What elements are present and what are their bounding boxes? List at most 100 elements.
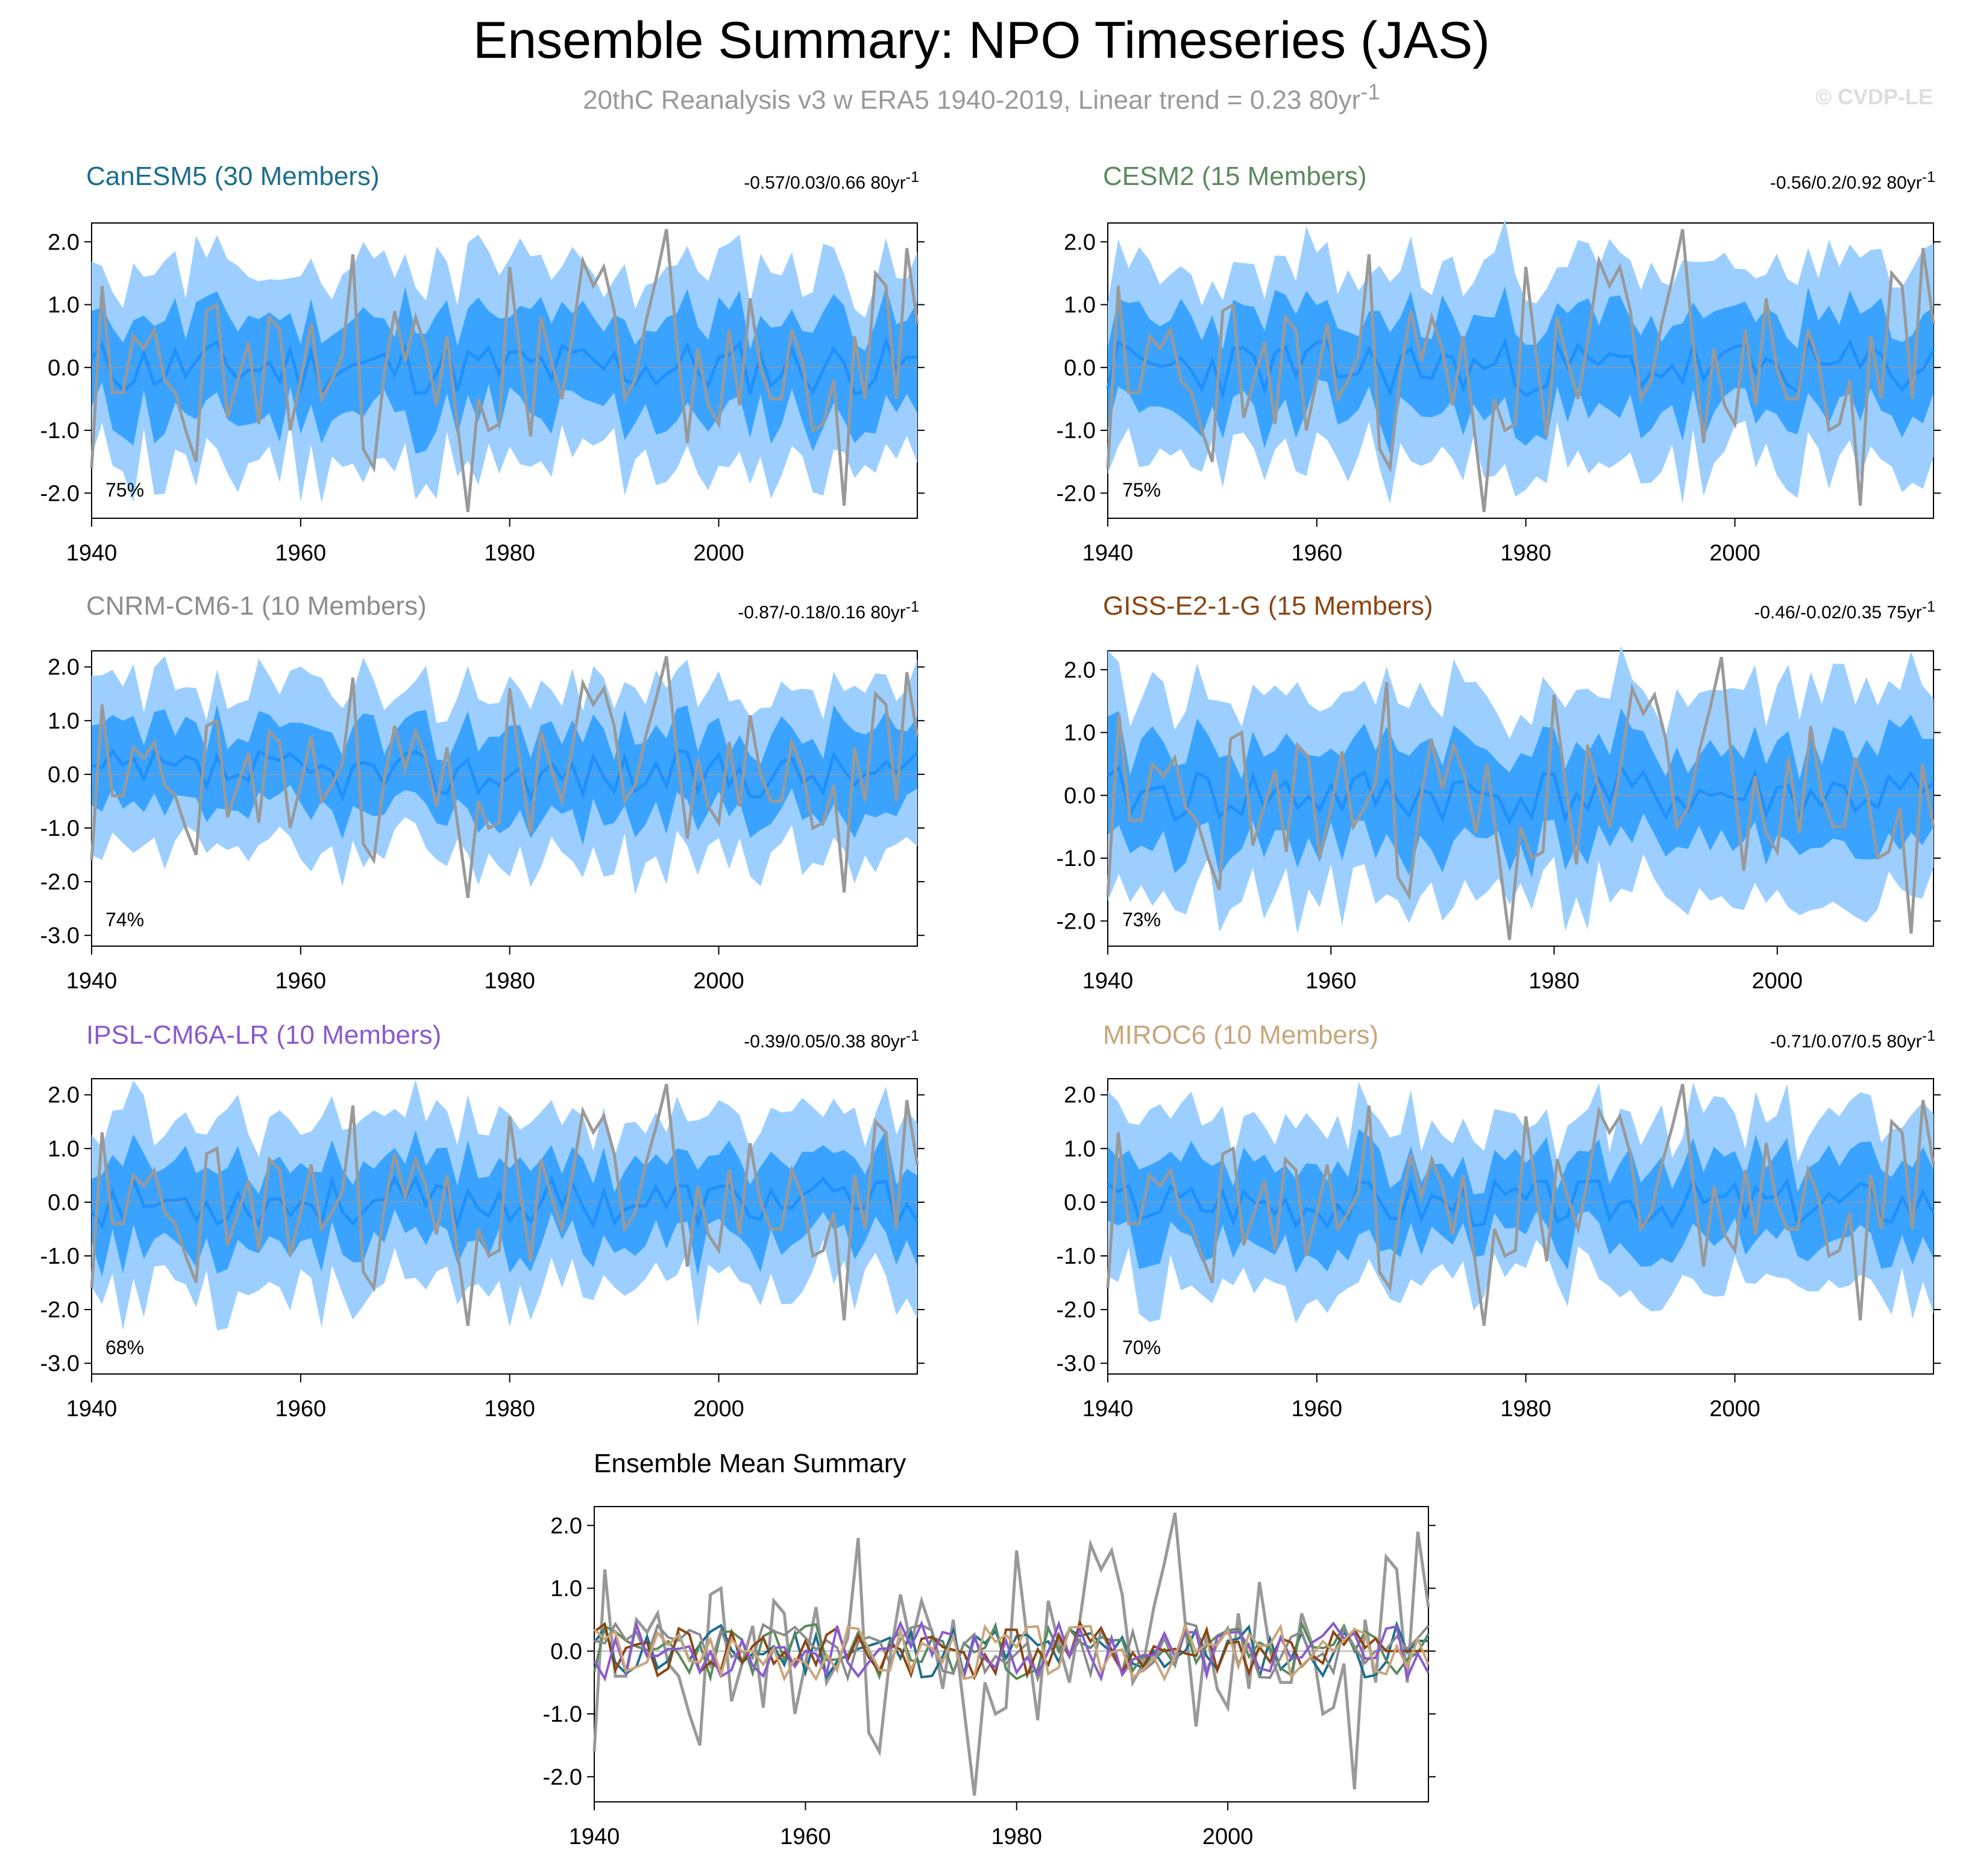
subtitle-superscript: -1 [1360, 80, 1380, 104]
range-text: -0.56/0.2/0.92 80yr [1770, 173, 1922, 193]
panel-1-observed-line [1106, 228, 1935, 512]
panel-range-cnrm: -0.87/-0.18/0.16 80yr-1 [645, 598, 919, 623]
ensemble-mean-panel-xtick-label: 1960 [780, 1824, 831, 1849]
panel-0-observed-line [90, 228, 919, 512]
panel-5-xtick-label: 1940 [1082, 1396, 1134, 1422]
panel-title-cesm2: CESM2 (15 Members) [1103, 162, 1367, 191]
panel-5-ytick-label: -1.0 [1057, 1244, 1096, 1269]
panel-4-ytick-label: -1.0 [40, 1244, 80, 1269]
panel-4-ytick-label: -2.0 [40, 1297, 80, 1323]
panel-2-observed-line [90, 656, 919, 899]
panel-3-ytick-label: -1.0 [1057, 846, 1096, 871]
panel-3-spread-inner [1108, 707, 1933, 878]
panel-3-xtick-label: 1960 [1305, 968, 1357, 994]
ensemble-mean-panel-ytick-label: -2.0 [543, 1765, 582, 1790]
panel-0-xtick-label: 1980 [484, 541, 535, 566]
figure-subtitle: 20thC Reanalysis v3 w ERA5 1940-2019, Li… [0, 80, 1963, 116]
panel-3-xtick-label: 2000 [1752, 968, 1803, 994]
panel-2-ytick-label: 2.0 [48, 655, 80, 680]
panel-percent-ipsl: 68% [105, 1337, 145, 1358]
range-superscript: -1 [905, 1027, 919, 1044]
panel-4-observed-line [90, 1084, 919, 1326]
ensemble-mean-panel-ytick-label: 1.0 [550, 1576, 582, 1602]
panel-5-xtick-label: 1960 [1292, 1396, 1343, 1422]
range-text: -0.57/0.03/0.66 80yr [744, 173, 906, 193]
panel-4-ytick-label: 2.0 [48, 1083, 80, 1108]
panel-2-xtick-label: 1980 [484, 968, 535, 994]
panel-range-cesm2: -0.56/0.2/0.92 80yr-1 [1661, 169, 1935, 193]
range-superscript: -1 [1921, 598, 1935, 615]
panel-4-ensemble-mean-line [90, 1175, 919, 1231]
ensemble-mean-panel-xtick-label: 1940 [569, 1824, 620, 1849]
panel-percent-cnrm: 74% [105, 909, 145, 930]
panel-0-ytick-label: 2.0 [48, 230, 80, 255]
panel-percent-cesm2: 75% [1122, 479, 1161, 501]
panel-0-xtick-label: 2000 [693, 541, 744, 566]
ensemble-mean-panel-plot-frame [594, 1506, 1429, 1802]
panel-3-xtick-label: 1940 [1082, 968, 1134, 994]
panel-range-canesm5: -0.57/0.03/0.66 80yr-1 [645, 169, 919, 193]
ensemble-mean-panel-ytick-label: 0.0 [550, 1639, 582, 1664]
figure-title: Ensemble Summary: NPO Timeseries (JAS) [473, 11, 1490, 69]
ensemble-mean-panel-xtick-label: 1980 [991, 1824, 1042, 1849]
range-superscript: -1 [905, 169, 919, 186]
ensemble-mean-panel-model-mean-line-4 [593, 1620, 1430, 1682]
panel-4-xtick-label: 1980 [484, 1396, 535, 1422]
range-text: -0.39/0.05/0.38 80yr [744, 1032, 906, 1052]
cvdp-credit: © CVDP-LE [1815, 84, 1933, 109]
subtitle-text: 20thC Reanalysis v3 w ERA5 1940-2019, Li… [583, 85, 1361, 115]
panel-3-ytick-label: 2.0 [1064, 657, 1096, 683]
panel-2-ytick-label: -3.0 [40, 923, 80, 949]
panel-1-ytick-label: 2.0 [1064, 230, 1096, 255]
panel-2-spread-inner [92, 704, 917, 846]
panel-5-ytick-label: 1.0 [1064, 1137, 1096, 1162]
panel-5-observed-line [1106, 1084, 1935, 1326]
panel-5-ytick-label: -2.0 [1057, 1297, 1096, 1323]
ensemble-mean-panel-model-mean-line-0 [593, 1620, 1429, 1680]
panel-3-xtick-label: 1980 [1528, 968, 1580, 994]
ensemble-mean-panel-ytick-label: 2.0 [550, 1513, 582, 1539]
range-superscript: -1 [1921, 169, 1935, 186]
ensemble-mean-panel-model-mean-line-5 [593, 1622, 1430, 1682]
panel-1-xtick-label: 1960 [1292, 541, 1343, 566]
panel-5-xtick-label: 2000 [1709, 1396, 1760, 1422]
panel-1-ensemble-mean-line [1106, 334, 1935, 400]
panel-5-ytick-label: 0.0 [1064, 1190, 1096, 1216]
panel-title-ipsl: IPSL-CM6A-LR (10 Members) [86, 1020, 442, 1050]
panel-0-ytick-label: -1.0 [40, 418, 80, 444]
panel-percent-giss: 73% [1122, 909, 1161, 930]
range-text: -0.46/-0.02/0.35 75yr [1754, 603, 1922, 623]
panel-percent-miroc6: 70% [1122, 1337, 1161, 1358]
range-text: -0.71/0.07/0.5 80yr [1770, 1032, 1922, 1052]
panel-4-xtick-label: 2000 [693, 1396, 744, 1422]
panel-1-ytick-label: -2.0 [1057, 481, 1096, 506]
ensemble-mean-panel-xtick-label: 2000 [1202, 1824, 1254, 1849]
panel-title-miroc6: MIROC6 (10 Members) [1103, 1020, 1379, 1050]
panel-3-observed-line [1106, 656, 1935, 940]
panel-2-ytick-label: 1.0 [48, 709, 80, 734]
panel-0-xtick-label: 1960 [275, 541, 327, 566]
panel-4-xtick-label: 1960 [275, 1396, 327, 1422]
range-superscript: -1 [1921, 1027, 1935, 1044]
ensemble-mean-panel-model-mean-line-3 [593, 1620, 1428, 1681]
panel-4-ytick-label: 0.0 [48, 1190, 80, 1216]
panel-1-xtick-label: 1980 [1500, 541, 1551, 566]
panel-2-ensemble-mean-line [91, 748, 919, 803]
panel-2-ytick-label: -2.0 [40, 870, 80, 895]
panel-0-ytick-label: -2.0 [40, 481, 80, 506]
panel-1-ytick-label: -1.0 [1057, 418, 1096, 444]
panel-2-xtick-label: 1940 [66, 968, 118, 994]
panel-title-canesm5: CanESM5 (30 Members) [86, 162, 380, 191]
panel-3-ytick-label: 1.0 [1064, 721, 1096, 746]
panel-percent-canesm5: 75% [105, 479, 145, 501]
panel-title-cnrm: CNRM-CM6-1 (10 Members) [86, 591, 427, 621]
ensemble-mean-panel-ytick-label: -1.0 [543, 1702, 582, 1727]
panel-range-ipsl: -0.39/0.05/0.38 80yr-1 [645, 1027, 919, 1052]
panel-range-miroc6: -0.71/0.07/0.5 80yr-1 [1661, 1027, 1935, 1052]
panel-0-xtick-label: 1940 [66, 541, 118, 566]
panel-4-xtick-label: 1940 [66, 1396, 118, 1422]
panel-1-ytick-label: 1.0 [1064, 293, 1096, 318]
panel-1-spread-inner [1108, 286, 1933, 454]
panel-title-giss: GISS-E2-1-G (15 Members) [1103, 591, 1433, 621]
